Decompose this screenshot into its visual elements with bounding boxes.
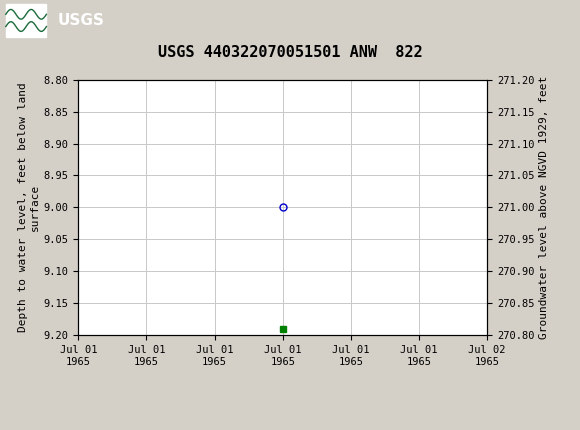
Y-axis label: Groundwater level above NGVD 1929, feet: Groundwater level above NGVD 1929, feet: [539, 76, 549, 339]
Bar: [6, 4, 46, 37]
Text: USGS: USGS: [58, 13, 105, 28]
Y-axis label: Depth to water level, feet below land
surface: Depth to water level, feet below land su…: [18, 83, 39, 332]
Text: USGS 440322070051501 ANW  822: USGS 440322070051501 ANW 822: [158, 45, 422, 60]
